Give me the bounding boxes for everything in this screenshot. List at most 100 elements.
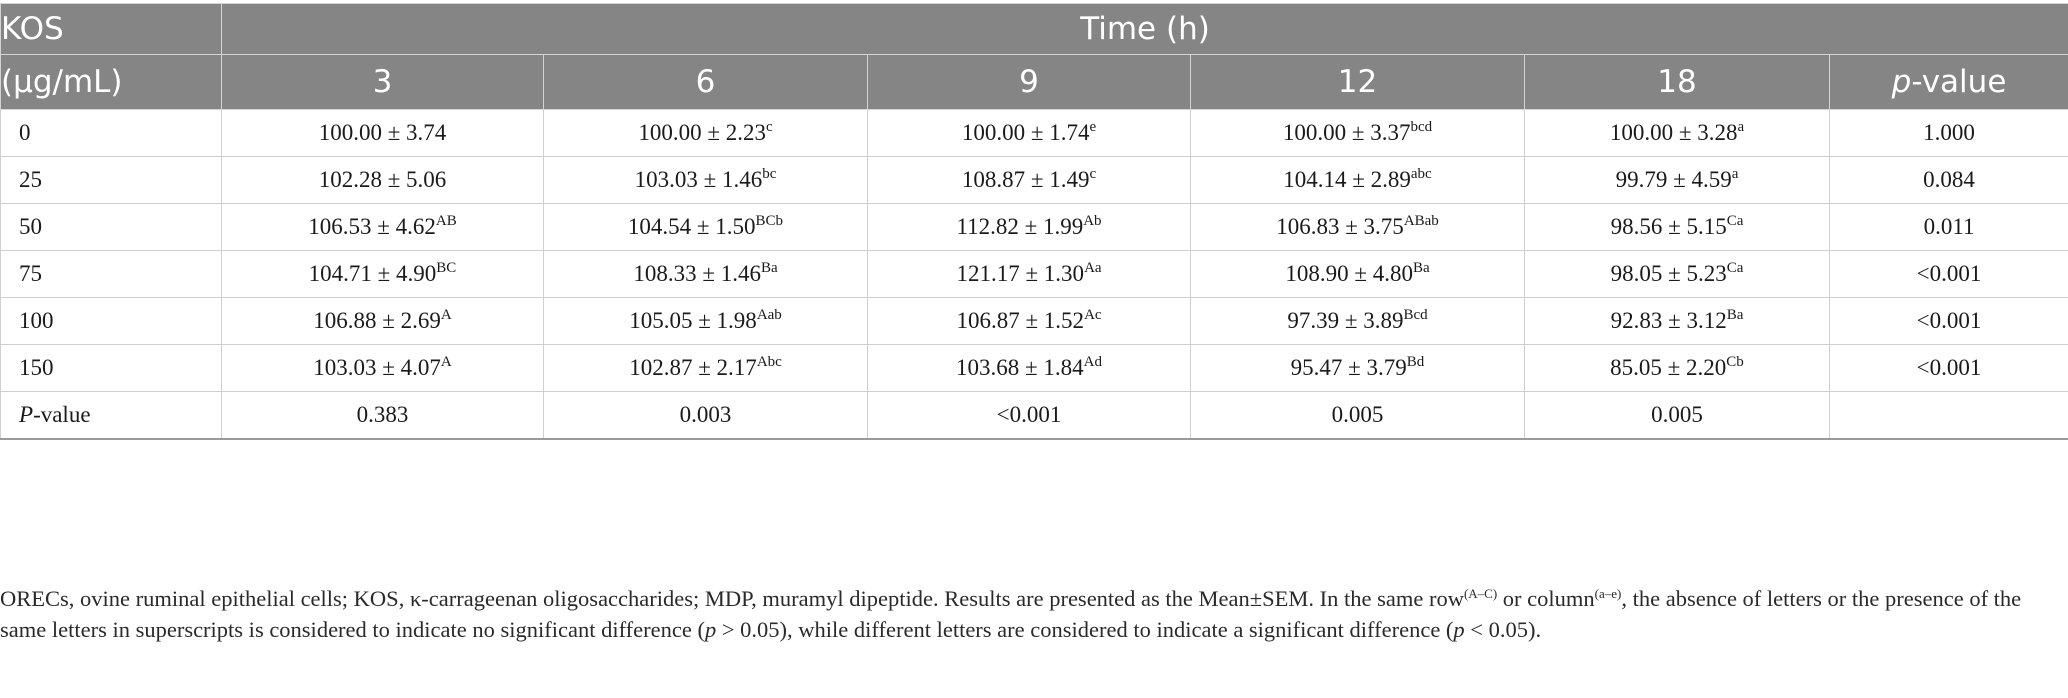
cell-value: 0.084 <box>1923 167 1975 192</box>
cell-value: 102.87 ± 2.17 <box>629 355 757 380</box>
table-row: 100 106.88 ± 2.69A 105.05 ± 1.98Aab 106.87 … <box>0 297 2068 345</box>
cell-value: 104.54 ± 1.50 <box>627 214 756 239</box>
header-time: Time (h) <box>220 3 2068 55</box>
table-cell: 98.56 ± 5.15Ca <box>1524 203 1830 251</box>
table-cell: 98.05 ± 5.23Ca <box>1524 250 1830 298</box>
table-cell: 100.00 ± 2.23c <box>543 109 868 157</box>
cell-value: 106.87 ± 1.52 <box>956 308 1085 333</box>
table-row: 25 102.28 ± 5.06 103.03 ± 1.46bc 108.87 ± 1… <box>0 156 2068 204</box>
header-time-3: 3 <box>221 54 544 110</box>
cell-superscript: Ba <box>1412 260 1430 276</box>
cell-value: 100.00 ± 3.74 <box>318 120 447 145</box>
header-time-9: 9 <box>867 54 1191 110</box>
cell-superscript: Abc <box>756 354 782 370</box>
footnote-part-5: < 0.05). <box>1464 617 1542 642</box>
cell-value: 108.90 ± 4.80 <box>1285 261 1413 286</box>
row-kos-label: 100 <box>0 297 222 345</box>
pvalue-row-label: P-value <box>0 391 222 440</box>
footnote-sup-column: (a–e) <box>1594 586 1622 601</box>
cell-superscript: a <box>1731 166 1739 182</box>
table-cell: 103.03 ± 4.07A <box>221 344 544 392</box>
cell-value: 112.82 ± 1.99 <box>956 214 1084 239</box>
table-row: 150 103.03 ± 4.07A 102.87 ± 2.17Abc 103.68 … <box>0 344 2068 392</box>
table-cell: 108.33 ± 1.46Ba <box>543 250 868 298</box>
table-cell: 112.82 ± 1.99Ab <box>867 203 1191 251</box>
cell-superscript: BC <box>436 260 457 276</box>
table-cell: 100.00 ± 3.37bcd <box>1190 109 1525 157</box>
table-cell: 105.05 ± 1.98Aab <box>543 297 868 345</box>
row-kos-label: 0 <box>0 109 222 157</box>
cell-superscript: ABab <box>1403 213 1439 229</box>
cell-superscript: Ba <box>1726 307 1744 323</box>
table-cell: 121.17 ± 1.30Aa <box>867 250 1191 298</box>
cell-value: 104.71 ± 4.90 <box>308 261 437 286</box>
table-cell: <0.001 <box>1828 297 2068 345</box>
table-row: 0 100.00 ± 3.74 100.00 ± 2.23c 100.00 ± 1.7… <box>0 109 2068 157</box>
table-cell: 85.05 ± 2.20Cb <box>1524 344 1830 392</box>
footnote-part-4: > 0.05), while different letters are con… <box>716 617 1454 642</box>
header-kos: KOS <box>0 3 222 55</box>
cell-value: 103.03 ± 4.07 <box>313 355 441 380</box>
footnote-part-3: , the absence of letters or the presence… <box>0 586 2022 642</box>
cell-value: <0.001 <box>1916 261 1982 286</box>
cell-superscript: Bcd <box>1403 307 1428 323</box>
cell-superscript: Ac <box>1084 307 1102 323</box>
cell-value: 105.05 ± 1.98 <box>629 308 757 333</box>
cell-value: 108.33 ± 1.46 <box>633 261 761 286</box>
cell-value: 95.47 ± 3.79 <box>1290 355 1407 380</box>
pvalue-cell: 0.003 <box>543 391 868 440</box>
table-cell: 0.084 <box>1828 156 2068 204</box>
table-cell: 104.14 ± 2.89abc <box>1190 156 1525 204</box>
cell-value: 103.03 ± 1.46 <box>634 167 763 192</box>
cell-value: 85.05 ± 2.20 <box>1610 355 1727 380</box>
cell-superscript: e <box>1089 119 1097 135</box>
pvalue-cell: <0.001 <box>867 391 1191 440</box>
cell-value: 103.68 ± 1.84 <box>956 355 1084 380</box>
cell-superscript: a <box>1737 119 1745 135</box>
cell-superscript: Aa <box>1084 260 1102 276</box>
cell-value: 102.28 ± 5.06 <box>318 167 447 192</box>
table-cell: 106.53 ± 4.62AB <box>221 203 544 251</box>
table-cell: 104.54 ± 1.50BCb <box>543 203 868 251</box>
cell-superscript: Ba <box>760 260 778 276</box>
table-cell: 106.88 ± 2.69A <box>221 297 544 345</box>
cell-value: 100.00 ± 3.28 <box>1609 120 1738 145</box>
header-pvalue-italic: p <box>1891 64 1912 100</box>
table-cell: 108.87 ± 1.49c <box>867 156 1191 204</box>
table-cell: 99.79 ± 4.59a <box>1524 156 1830 204</box>
cell-value: 99.79 ± 4.59 <box>1615 167 1732 192</box>
table-cell: 95.47 ± 3.79Bd <box>1190 344 1525 392</box>
table-cell: 100.00 ± 3.28a <box>1524 109 1830 157</box>
cell-superscript: abc <box>1410 166 1432 182</box>
cell-superscript: AB <box>435 213 457 229</box>
table-cell: 100.00 ± 1.74e <box>867 109 1191 157</box>
table-cell: 100.00 ± 3.74 <box>221 109 544 157</box>
cell-superscript: c <box>765 119 773 135</box>
table-cell: 102.87 ± 2.17Abc <box>543 344 868 392</box>
cell-value: 106.53 ± 4.62 <box>308 214 436 239</box>
footnote-part-2: or column <box>1497 586 1595 611</box>
cell-value: <0.001 <box>1916 308 1982 333</box>
cell-value: 1.000 <box>1923 120 1975 145</box>
table-footnote: ORECs, ovine ruminal epithelial cells; K… <box>0 583 2062 645</box>
cell-superscript: bc <box>762 166 777 182</box>
table-cell: 97.39 ± 3.89Bcd <box>1190 297 1525 345</box>
cell-value: 104.14 ± 2.89 <box>1283 167 1411 192</box>
cell-value: 97.39 ± 3.89 <box>1287 308 1404 333</box>
table-cell: <0.001 <box>1828 250 2068 298</box>
cell-superscript: Ad <box>1083 354 1102 370</box>
header-time-6: 6 <box>543 54 868 110</box>
cell-value: 100.00 ± 3.37 <box>1282 120 1411 145</box>
table-cell: 102.28 ± 5.06 <box>221 156 544 204</box>
pvalue-label-rest: -value <box>33 402 91 427</box>
table-cell: 92.83 ± 3.12Ba <box>1524 297 1830 345</box>
cell-value: 0.011 <box>1923 214 1975 239</box>
header-unit: (μg/mL) <box>0 54 222 110</box>
cell-superscript: Bd <box>1406 354 1425 370</box>
pvalue-cell: 0.005 <box>1524 391 1830 440</box>
cell-value: 121.17 ± 1.30 <box>956 261 1085 286</box>
header-row-1: KOS Time (h) <box>0 3 2068 55</box>
pvalue-cell <box>1828 391 2068 440</box>
row-kos-label: 75 <box>0 250 222 298</box>
table-cell: 106.83 ± 3.75ABab <box>1190 203 1525 251</box>
